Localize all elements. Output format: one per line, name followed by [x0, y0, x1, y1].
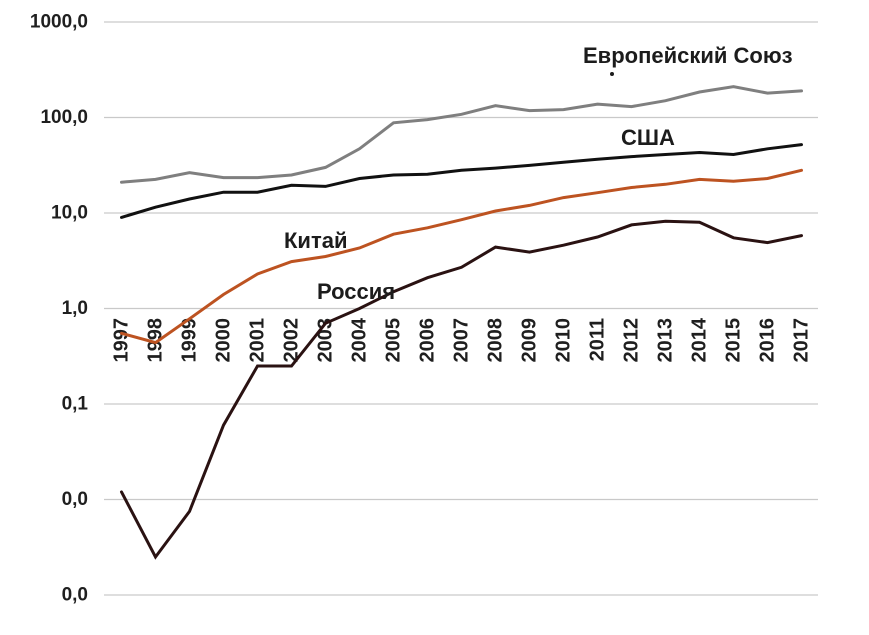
x-tick-label: 2001 — [247, 318, 269, 363]
series-line-россия — [120, 219, 803, 560]
x-tick-label: 2005 — [383, 318, 405, 363]
x-tick-label: 1997 — [111, 318, 133, 363]
x-tick-label: 2002 — [281, 318, 303, 363]
series-label-china: Китай — [284, 228, 348, 253]
x-tick-label: 2010 — [553, 318, 575, 363]
series-line-европейский-союз — [120, 85, 803, 184]
series-label-eu: Европейский Союз — [583, 43, 793, 68]
x-tick-label: 1999 — [179, 318, 201, 363]
stray-dot — [610, 72, 614, 76]
x-tick-label: 2016 — [757, 318, 779, 363]
y-tick-label: 0,0 — [62, 585, 88, 606]
x-tick-label: 2012 — [621, 318, 643, 363]
y-tick-label: 0,1 — [62, 394, 89, 415]
series-label-russia: Россия — [317, 279, 396, 304]
x-tick-label: 2006 — [417, 318, 439, 363]
x-tick-label: 2014 — [689, 317, 711, 362]
x-tick-label: 1998 — [145, 318, 167, 363]
x-tick-label: 2017 — [791, 318, 813, 363]
y-tick-label: 1000,0 — [30, 12, 88, 33]
x-tick-label: 2008 — [485, 318, 507, 363]
y-tick-label: 0,0 — [62, 489, 88, 510]
y-tick-label: 10,0 — [51, 203, 88, 224]
x-tick-label: 2000 — [213, 318, 235, 363]
series-line-китай — [120, 168, 803, 345]
series-label-usa: США — [621, 125, 675, 150]
y-tick-label: 100,0 — [40, 107, 88, 128]
x-tick-label: 2004 — [349, 317, 371, 362]
series-line-сша — [120, 143, 803, 219]
x-tick-label: 2007 — [451, 318, 473, 363]
x-tick-label: 2013 — [655, 318, 677, 363]
x-tick-label: 2015 — [723, 318, 745, 363]
y-tick-label: 1,0 — [62, 298, 88, 319]
x-tick-label: 2009 — [519, 318, 541, 363]
x-tick-label: 2011 — [587, 318, 609, 361]
